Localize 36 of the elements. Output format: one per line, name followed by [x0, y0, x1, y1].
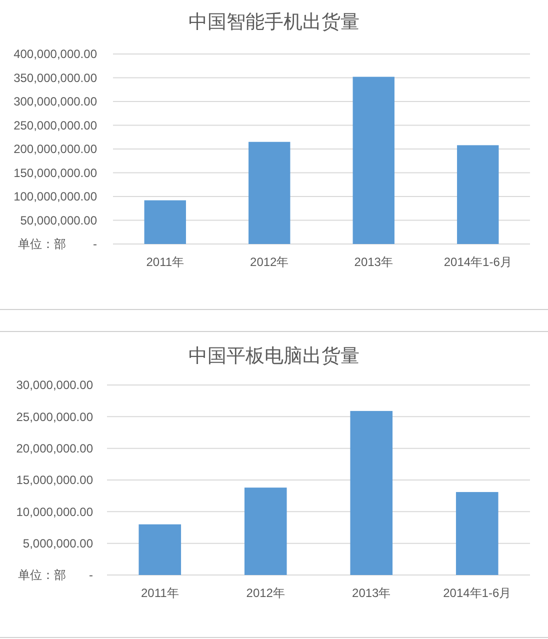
y-tick-label: 200,000,000.00 [14, 142, 98, 156]
bar [352, 76, 394, 244]
y-tick-label: - [89, 568, 93, 582]
x-tick-label: 2011年 [140, 586, 179, 600]
bar [138, 524, 182, 575]
bar [456, 492, 498, 575]
y-tick-label: 300,000,000.00 [14, 94, 98, 109]
y-tick-label: 15,000,000.00 [16, 473, 94, 488]
y-tick-label: 20,000,000.00 [16, 442, 94, 456]
y-tick-label: 400,000,000.00 [14, 47, 98, 62]
y-tick-label: 10,000,000.00 [16, 504, 94, 519]
bar [144, 200, 186, 244]
y-tick-label: 100,000,000.00 [14, 190, 98, 204]
y-tick-label: 30,000,000.00 [16, 378, 94, 392]
x-tick-label: 2013年 [352, 586, 391, 600]
y-tick-label: 150,000,000.00 [14, 166, 98, 180]
x-tick-label: 2012年 [250, 255, 289, 269]
y-tick-label: 5,000,000.00 [22, 536, 94, 551]
x-tick-label: 2011年 [146, 255, 184, 269]
bar [457, 145, 499, 244]
text: 单位：部 [18, 568, 66, 582]
bar [244, 488, 287, 575]
chart-title: 中国智能手机出货量 [188, 12, 360, 33]
y-tick-label: 25,000,000.00 [16, 410, 94, 424]
x-tick-label: 2012年 [246, 586, 285, 600]
y-tick-label: - [93, 237, 97, 252]
y-tick-label: 50,000,000.00 [20, 213, 98, 228]
text: 单位：部 [18, 237, 66, 251]
bar [350, 410, 393, 575]
y-tick-label: 350,000,000.00 [14, 70, 98, 85]
x-tick-label: 2013年 [354, 255, 393, 269]
chart-title: 中国平板电脑出货量 [188, 346, 360, 367]
y-tick-label: 250,000,000.00 [14, 118, 98, 132]
bar [248, 142, 290, 244]
x-tick-label: 2014年1-6月 [444, 255, 512, 269]
x-tick-label: 2014年1-6月 [443, 586, 512, 600]
